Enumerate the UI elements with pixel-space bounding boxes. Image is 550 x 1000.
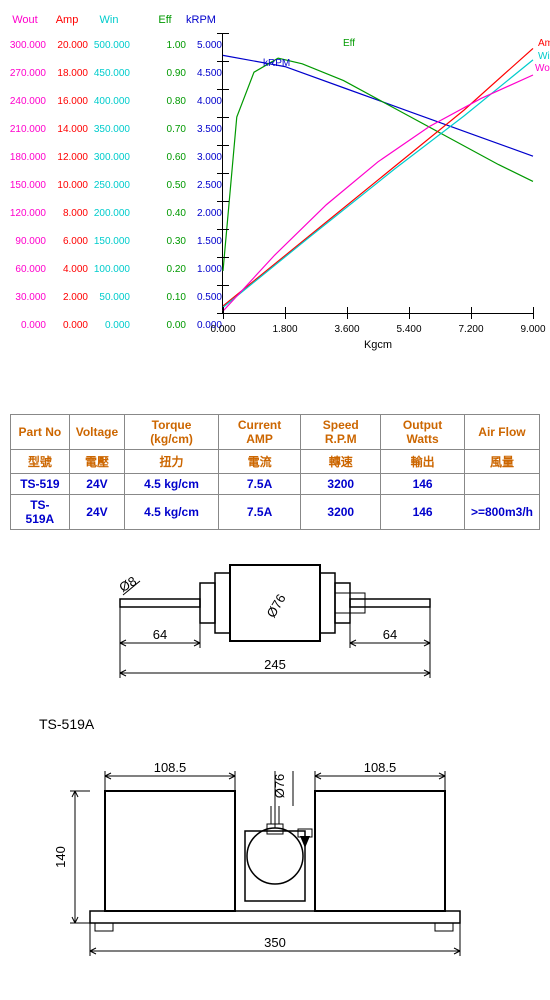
cell: TS-519 <box>11 474 70 495</box>
series-amp <box>223 48 533 306</box>
cell: 7.5A <box>218 495 300 530</box>
svg-text:64: 64 <box>383 627 397 642</box>
svg-text:245: 245 <box>264 657 286 672</box>
col-header-zh: 風量 <box>464 450 539 474</box>
cell: TS-519A <box>11 495 70 530</box>
tech-drawings: Ø8Ø766464245 TS-519A 108.5108.5Ø76140350 <box>35 548 515 966</box>
col-header-zh: 轉速 <box>301 450 381 474</box>
xtick-label: 3.600 <box>334 324 359 335</box>
cell: 146 <box>381 495 465 530</box>
series-label-krpm: kRPM <box>263 58 290 69</box>
drawing-title: TS-519A <box>39 716 515 732</box>
series-wout <box>223 75 533 311</box>
cell: 146 <box>381 474 465 495</box>
col-header: Current AMP <box>218 415 300 450</box>
table-row: TS-519A24V4.5 kg/cm7.5A3200146>=800m3/h <box>11 495 540 530</box>
svg-text:350: 350 <box>264 935 286 950</box>
col-header: Air Flow <box>464 415 539 450</box>
axis-amp: Amp20.00018.00016.00014.00012.00010.0008… <box>46 14 88 340</box>
performance-chart: Wout300.000270.000240.000210.000180.0001… <box>4 4 544 364</box>
col-header: Part No <box>11 415 70 450</box>
series-krpm <box>223 55 533 156</box>
svg-text:108.5: 108.5 <box>154 760 187 775</box>
xtick-label: 1.800 <box>272 324 297 335</box>
col-header-zh: 電流 <box>218 450 300 474</box>
xtick-label: 5.400 <box>396 324 421 335</box>
xtick-label: 0.000 <box>210 324 235 335</box>
col-header: Output Watts <box>381 415 465 450</box>
col-header-zh: 型號 <box>11 450 70 474</box>
cell: 4.5 kg/cm <box>125 474 219 495</box>
col-header-zh: 電壓 <box>69 450 124 474</box>
cell: 4.5 kg/cm <box>125 495 219 530</box>
series-label-wout: Wout <box>535 63 550 74</box>
series-win <box>223 60 533 308</box>
series-label-eff: Eff <box>343 38 355 49</box>
axis-wout: Wout300.000270.000240.000210.000180.0001… <box>4 14 46 340</box>
cell: >=800m3/h <box>464 495 539 530</box>
spec-table: Part NoVoltageTorque (kg/cm)Current AMPS… <box>10 414 540 530</box>
cell: 24V <box>69 474 124 495</box>
x-axis-label: Kgcm <box>364 339 392 351</box>
plot-area: kRPMEffAmpWinWout 0.0001.8003.6005.4007.… <box>222 33 533 314</box>
table-row: TS-51924V4.5 kg/cm7.5A3200146 <box>11 474 540 495</box>
cell: 3200 <box>301 495 381 530</box>
col-header: Torque (kg/cm) <box>125 415 219 450</box>
cell: 24V <box>69 495 124 530</box>
col-header: Speed R.P.M <box>301 415 381 450</box>
axis-win: Win500.000450.000400.000350.000300.00025… <box>88 14 130 340</box>
svg-text:64: 64 <box>153 627 167 642</box>
col-header-zh: 輸出 <box>381 450 465 474</box>
axis-krpm: kRPM5.0004.5004.0003.5003.0002.5002.0001… <box>180 14 222 340</box>
svg-text:Ø76: Ø76 <box>272 774 287 799</box>
xtick-label: 7.200 <box>458 324 483 335</box>
col-header: Voltage <box>69 415 124 450</box>
series-label-win: Win <box>538 51 550 62</box>
cell: 7.5A <box>218 474 300 495</box>
xtick-label: 9.000 <box>520 324 545 335</box>
svg-text:108.5: 108.5 <box>364 760 397 775</box>
cell: 3200 <box>301 474 381 495</box>
cell <box>464 474 539 495</box>
series-label-amp: Amp <box>538 38 550 49</box>
svg-text:140: 140 <box>53 846 68 868</box>
col-header-zh: 扭力 <box>125 450 219 474</box>
svg-text:Ø76: Ø76 <box>263 591 288 620</box>
